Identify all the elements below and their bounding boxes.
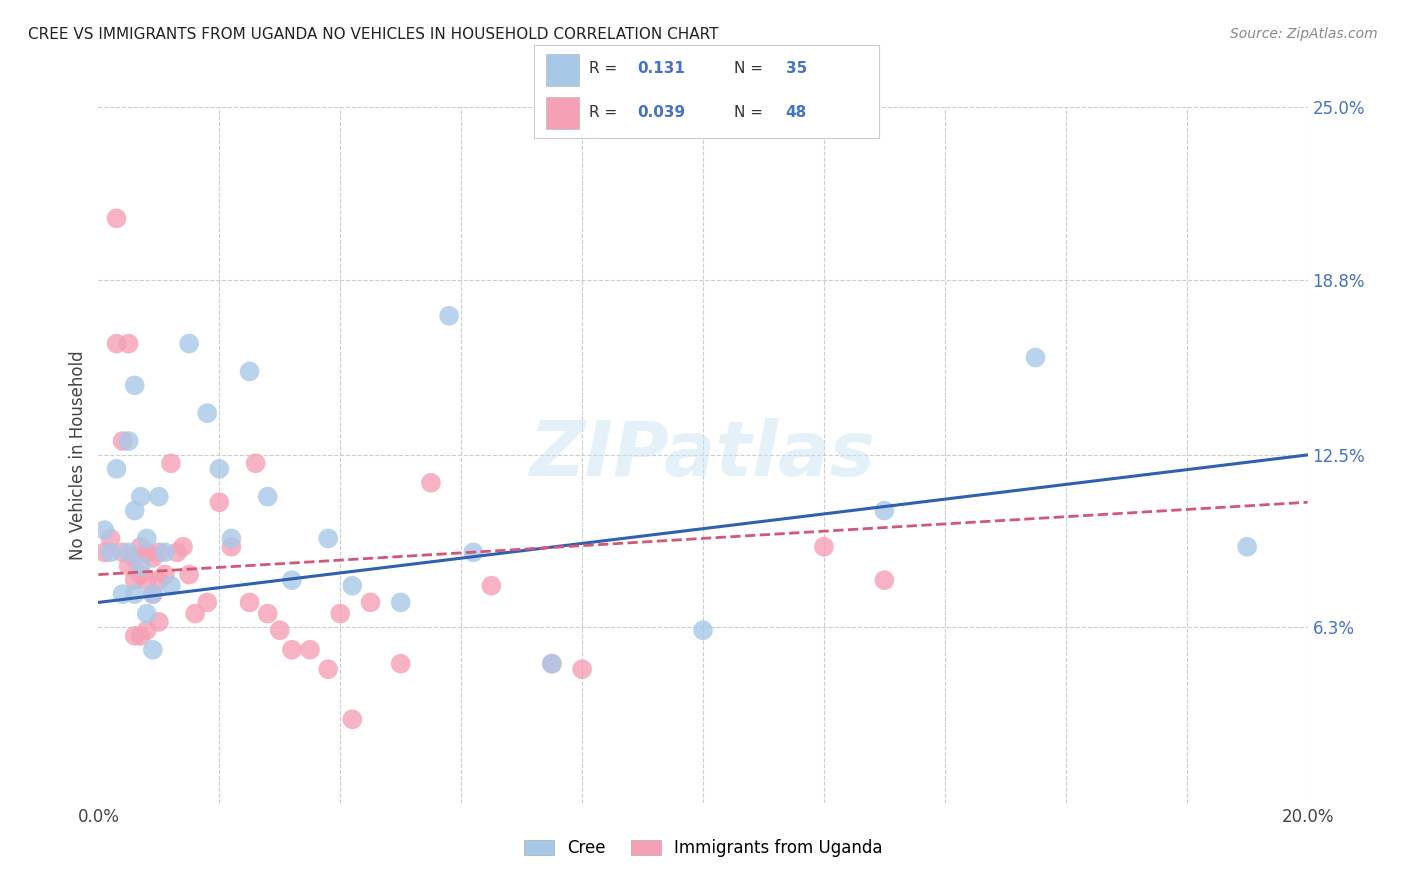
Point bbox=[221, 540, 243, 554]
Y-axis label: No Vehicles in Household: No Vehicles in Household bbox=[69, 350, 87, 560]
Text: R =: R = bbox=[589, 62, 623, 77]
Point bbox=[118, 434, 141, 448]
Point bbox=[420, 475, 443, 490]
Point bbox=[342, 712, 364, 726]
Point bbox=[813, 540, 835, 554]
Point bbox=[142, 587, 165, 601]
Point bbox=[135, 545, 157, 559]
Point bbox=[153, 545, 176, 559]
Point bbox=[437, 309, 460, 323]
Point bbox=[463, 545, 485, 559]
Point bbox=[256, 607, 278, 621]
Point bbox=[269, 624, 291, 638]
Point bbox=[160, 456, 183, 470]
FancyBboxPatch shape bbox=[547, 54, 579, 86]
Point bbox=[124, 587, 146, 601]
Point bbox=[184, 607, 207, 621]
Point bbox=[135, 607, 157, 621]
Point bbox=[873, 573, 896, 587]
Point bbox=[195, 595, 218, 609]
Point bbox=[256, 490, 278, 504]
Point bbox=[221, 532, 243, 546]
Point bbox=[118, 336, 141, 351]
Point bbox=[692, 624, 714, 638]
Point bbox=[1024, 351, 1046, 365]
Point bbox=[124, 378, 146, 392]
Point bbox=[124, 573, 146, 587]
Point bbox=[129, 540, 152, 554]
Point bbox=[142, 587, 165, 601]
Point bbox=[129, 559, 152, 574]
Point bbox=[873, 503, 896, 517]
Point bbox=[148, 490, 170, 504]
Text: N =: N = bbox=[734, 104, 768, 120]
Point bbox=[142, 642, 165, 657]
Point bbox=[105, 211, 128, 226]
Text: R =: R = bbox=[589, 104, 623, 120]
Point bbox=[111, 587, 134, 601]
Point bbox=[135, 624, 157, 638]
Point bbox=[135, 573, 157, 587]
Point bbox=[329, 607, 352, 621]
Point bbox=[100, 545, 122, 559]
Point bbox=[118, 559, 141, 574]
Point bbox=[245, 456, 267, 470]
Text: 0.039: 0.039 bbox=[638, 104, 686, 120]
Point bbox=[540, 657, 562, 671]
Point bbox=[142, 550, 165, 565]
Point bbox=[389, 657, 412, 671]
Point bbox=[571, 662, 593, 676]
FancyBboxPatch shape bbox=[547, 97, 579, 129]
Point bbox=[179, 336, 201, 351]
Text: 0.131: 0.131 bbox=[638, 62, 686, 77]
Text: N =: N = bbox=[734, 62, 768, 77]
Point bbox=[160, 579, 183, 593]
Point bbox=[153, 567, 176, 582]
Text: 35: 35 bbox=[786, 62, 807, 77]
Point bbox=[239, 364, 262, 378]
Text: CREE VS IMMIGRANTS FROM UGANDA NO VEHICLES IN HOUSEHOLD CORRELATION CHART: CREE VS IMMIGRANTS FROM UGANDA NO VEHICL… bbox=[28, 27, 718, 42]
Point bbox=[481, 579, 503, 593]
Point bbox=[124, 629, 146, 643]
Point bbox=[208, 495, 231, 509]
Point bbox=[118, 545, 141, 559]
Point bbox=[129, 567, 152, 582]
Point bbox=[148, 573, 170, 587]
Point bbox=[111, 434, 134, 448]
Text: 48: 48 bbox=[786, 104, 807, 120]
Point bbox=[342, 579, 364, 593]
Text: Source: ZipAtlas.com: Source: ZipAtlas.com bbox=[1230, 27, 1378, 41]
Point bbox=[129, 490, 152, 504]
Point bbox=[179, 567, 201, 582]
Point bbox=[316, 662, 339, 676]
Point bbox=[148, 615, 170, 629]
Point bbox=[105, 336, 128, 351]
Point bbox=[195, 406, 218, 420]
Legend: Cree, Immigrants from Uganda: Cree, Immigrants from Uganda bbox=[517, 833, 889, 864]
Point bbox=[148, 545, 170, 559]
Point bbox=[208, 462, 231, 476]
Text: ZIPatlas: ZIPatlas bbox=[530, 418, 876, 491]
Point bbox=[316, 532, 339, 546]
Point bbox=[281, 573, 304, 587]
Point bbox=[281, 642, 304, 657]
Point bbox=[135, 532, 157, 546]
Point bbox=[105, 462, 128, 476]
Point bbox=[239, 595, 262, 609]
Point bbox=[299, 642, 322, 657]
Point bbox=[129, 629, 152, 643]
Point bbox=[389, 595, 412, 609]
Point bbox=[124, 503, 146, 517]
Point bbox=[540, 657, 562, 671]
Point bbox=[1236, 540, 1258, 554]
Point bbox=[124, 550, 146, 565]
Point bbox=[166, 545, 188, 559]
Point bbox=[360, 595, 382, 609]
Point bbox=[93, 545, 115, 559]
Point bbox=[100, 532, 122, 546]
Point bbox=[93, 523, 115, 537]
Point bbox=[111, 545, 134, 559]
Point bbox=[172, 540, 194, 554]
